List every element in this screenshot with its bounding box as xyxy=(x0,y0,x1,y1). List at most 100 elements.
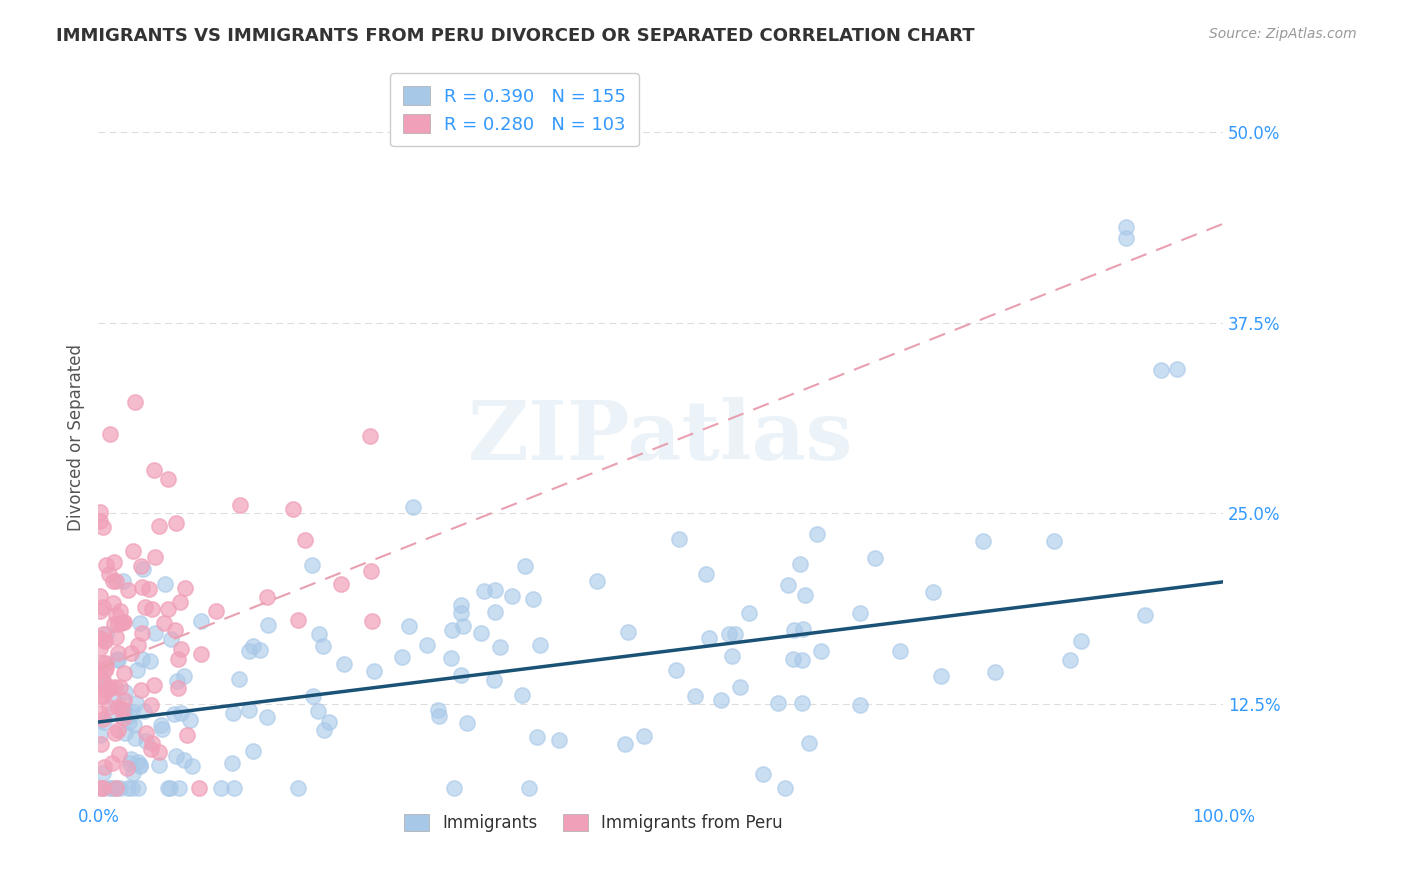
Point xyxy=(110,702,132,716)
Point xyxy=(922,584,945,599)
Point xyxy=(93,760,115,774)
Point xyxy=(129,616,152,631)
Point xyxy=(173,753,195,767)
Point xyxy=(89,706,111,720)
Point xyxy=(139,654,162,668)
Point xyxy=(129,759,152,773)
Point xyxy=(222,780,245,795)
Point xyxy=(148,758,170,772)
Point xyxy=(170,706,193,720)
Point xyxy=(107,700,129,714)
Point xyxy=(522,592,544,607)
Point xyxy=(121,780,143,795)
Point xyxy=(94,684,117,698)
Point xyxy=(752,767,775,781)
Point xyxy=(124,731,146,746)
Point xyxy=(848,698,870,712)
Point xyxy=(101,706,124,720)
Point xyxy=(683,689,706,703)
Point xyxy=(489,640,512,655)
Point xyxy=(94,634,117,648)
Point xyxy=(117,709,139,723)
Point xyxy=(766,696,789,710)
Point xyxy=(112,666,135,681)
Point xyxy=(112,711,135,725)
Point xyxy=(717,626,740,640)
Point xyxy=(416,638,439,652)
Point xyxy=(132,704,155,718)
Point xyxy=(91,690,114,704)
Point xyxy=(169,595,191,609)
Point xyxy=(100,681,122,695)
Point xyxy=(104,680,127,694)
Point xyxy=(451,619,474,633)
Point xyxy=(360,614,382,628)
Point xyxy=(228,672,250,686)
Point xyxy=(91,766,114,780)
Point xyxy=(89,604,111,618)
Point xyxy=(89,632,111,646)
Point xyxy=(797,735,820,749)
Point xyxy=(440,650,463,665)
Point xyxy=(863,550,886,565)
Point xyxy=(1150,362,1173,376)
Point xyxy=(105,630,128,644)
Point xyxy=(398,618,420,632)
Point xyxy=(724,626,747,640)
Point xyxy=(118,715,141,730)
Point xyxy=(91,780,114,795)
Point xyxy=(222,706,245,720)
Point xyxy=(391,650,413,665)
Point xyxy=(91,673,114,688)
Point xyxy=(848,606,870,620)
Point xyxy=(143,463,166,477)
Point xyxy=(613,737,636,751)
Point xyxy=(156,780,179,795)
Point xyxy=(114,725,136,739)
Point xyxy=(664,663,686,677)
Point xyxy=(159,780,181,795)
Point xyxy=(105,780,128,795)
Point xyxy=(308,626,330,640)
Point xyxy=(89,690,111,704)
Point xyxy=(187,780,209,795)
Point xyxy=(166,681,188,695)
Point xyxy=(107,646,129,660)
Point xyxy=(450,668,472,682)
Point xyxy=(402,500,425,515)
Point xyxy=(89,663,111,677)
Point xyxy=(103,555,125,569)
Point xyxy=(131,625,153,640)
Point xyxy=(135,726,157,740)
Point xyxy=(179,713,201,727)
Point xyxy=(287,780,309,795)
Point xyxy=(360,428,382,442)
Point xyxy=(249,643,271,657)
Point xyxy=(929,669,952,683)
Point xyxy=(96,661,118,675)
Point xyxy=(111,574,134,589)
Point xyxy=(89,674,111,689)
Point xyxy=(484,605,506,619)
Point xyxy=(156,602,179,616)
Point xyxy=(127,780,149,795)
Point xyxy=(135,734,157,748)
Point xyxy=(143,549,166,564)
Point xyxy=(121,705,143,719)
Point xyxy=(790,653,813,667)
Point xyxy=(281,502,304,516)
Point xyxy=(141,601,163,615)
Point xyxy=(256,591,278,605)
Point xyxy=(526,731,548,745)
Point xyxy=(101,690,124,705)
Point xyxy=(792,696,814,710)
Point xyxy=(205,604,228,618)
Point xyxy=(174,581,197,595)
Point xyxy=(810,644,832,658)
Point xyxy=(89,780,111,795)
Point xyxy=(517,780,540,795)
Point xyxy=(91,673,114,687)
Point xyxy=(105,780,128,795)
Point xyxy=(143,626,166,640)
Point xyxy=(141,736,163,750)
